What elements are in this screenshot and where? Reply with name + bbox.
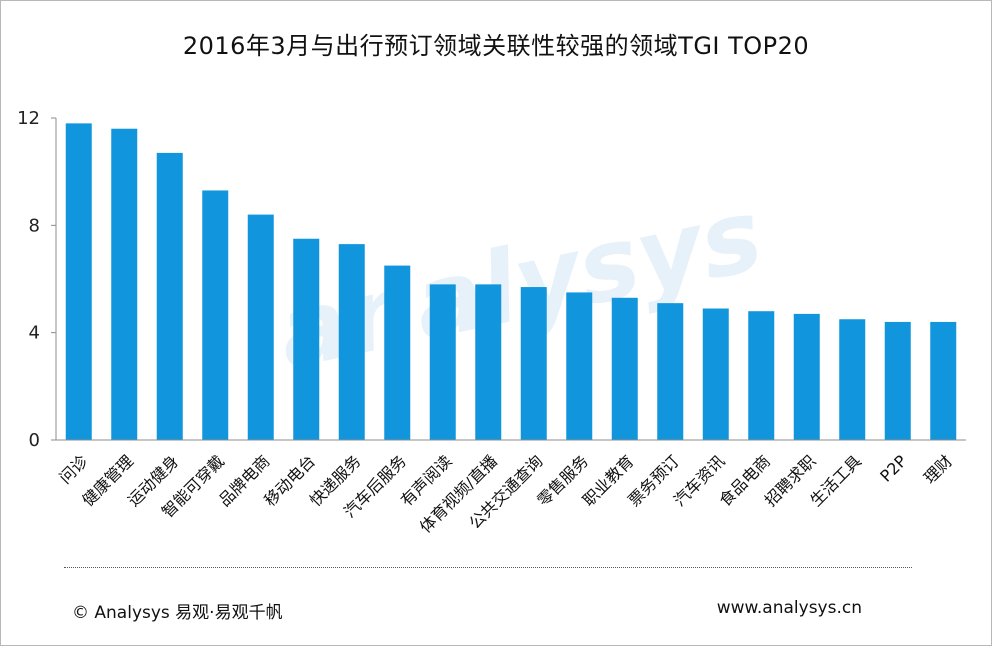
bar — [202, 190, 229, 440]
axes-group: 0 4 8 12 — [17, 108, 966, 451]
bar — [884, 321, 911, 440]
x-category-label: 问诊 — [56, 451, 92, 487]
bars-group — [65, 123, 957, 440]
bar — [475, 284, 502, 440]
bar — [429, 284, 456, 440]
y-tick-label: 8 — [29, 215, 40, 236]
bar — [566, 292, 593, 440]
bar — [247, 214, 274, 440]
chart-title: 2016年3月与出行预订领域关联性较强的领域TGI TOP20 — [182, 32, 810, 60]
x-category-label: 理财 — [920, 451, 956, 487]
x-category-label: P2P — [876, 451, 911, 486]
footer-copyright: © Analysys 易观·易观千帆 — [72, 603, 283, 623]
bar — [702, 308, 729, 440]
bar — [930, 321, 957, 440]
bar — [657, 303, 684, 440]
bar — [111, 128, 138, 440]
bar — [839, 319, 866, 440]
bar — [520, 287, 547, 440]
bar — [293, 238, 320, 440]
footer-website: www.analysys.cn — [716, 598, 862, 618]
bar — [338, 244, 365, 440]
bar — [384, 265, 411, 440]
bar — [611, 297, 638, 440]
x-category-label: 生活工具 — [806, 451, 865, 510]
y-tick-label: 12 — [17, 108, 40, 129]
bar — [65, 123, 92, 440]
footer-divider — [64, 567, 912, 568]
y-tick-label: 4 — [29, 323, 40, 344]
bar — [156, 152, 183, 440]
bar — [793, 313, 820, 440]
category-labels-group: 问诊健康管理运动健身智能可穿戴品牌电商移动电台快递服务汽车后服务有声阅读体育视频… — [56, 451, 957, 536]
y-tick-label: 0 — [29, 430, 40, 451]
bar — [748, 311, 775, 440]
